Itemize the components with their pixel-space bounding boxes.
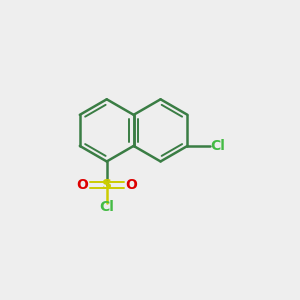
Text: O: O (125, 178, 137, 192)
Text: Cl: Cl (99, 200, 114, 214)
Text: Cl: Cl (210, 139, 225, 153)
Text: S: S (102, 178, 112, 192)
Text: O: O (76, 178, 88, 192)
